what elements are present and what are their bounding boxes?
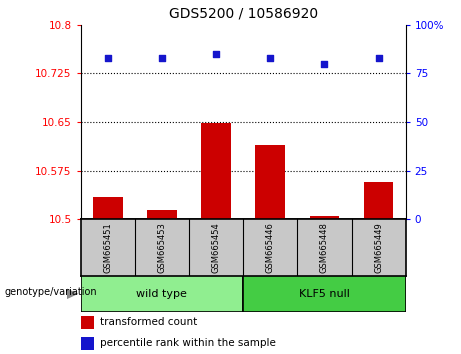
Text: GSM665454: GSM665454 [212, 222, 221, 273]
Bar [201, 124, 231, 219]
Bar [81, 337, 94, 350]
Text: GSM665448: GSM665448 [320, 222, 329, 273]
Bar [81, 276, 243, 312]
Bar [81, 316, 94, 329]
Text: KLF5 null: KLF5 null [299, 289, 350, 299]
Title: GDS5200 / 10586920: GDS5200 / 10586920 [169, 7, 318, 21]
Text: wild type: wild type [136, 289, 187, 299]
Bar [309, 216, 339, 219]
Text: transformed count: transformed count [100, 317, 197, 327]
Bar [243, 276, 406, 312]
Bar [364, 182, 394, 219]
Bar [255, 145, 285, 219]
Point [104, 55, 112, 61]
Point [321, 61, 328, 67]
Text: GSM665451: GSM665451 [103, 222, 112, 273]
Text: percentile rank within the sample: percentile rank within the sample [100, 338, 276, 348]
Text: GSM665449: GSM665449 [374, 222, 383, 273]
Point [213, 51, 220, 57]
Bar [147, 210, 177, 219]
Polygon shape [67, 289, 78, 299]
Bar [93, 197, 123, 219]
Text: GSM665446: GSM665446 [266, 222, 275, 273]
Point [375, 55, 382, 61]
Text: genotype/variation: genotype/variation [5, 287, 97, 297]
Point [158, 55, 165, 61]
Point [266, 55, 274, 61]
Text: GSM665453: GSM665453 [157, 222, 166, 273]
